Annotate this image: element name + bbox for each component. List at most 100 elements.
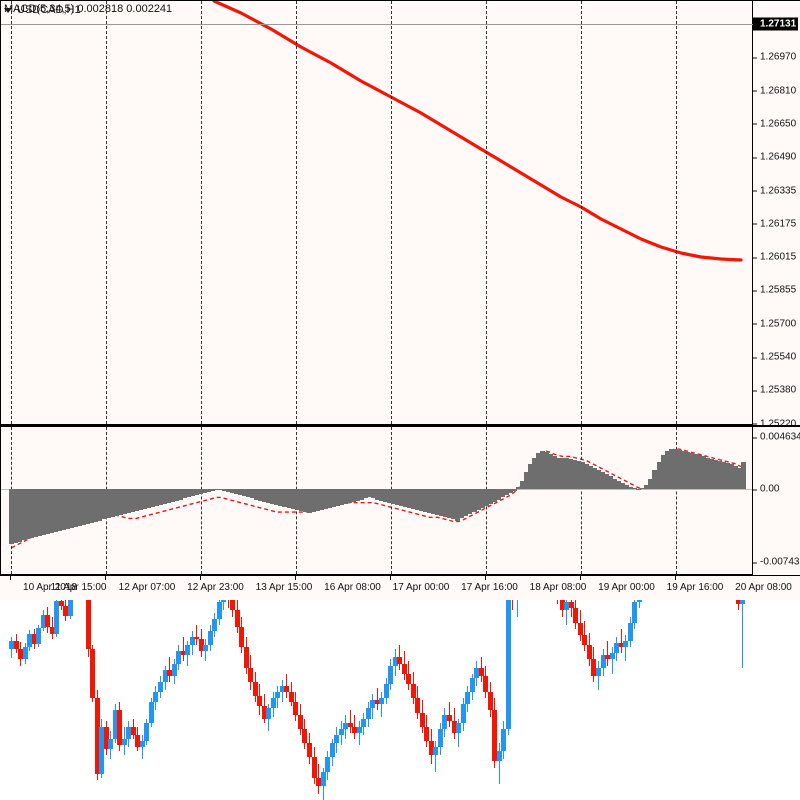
macd-bar (559, 457, 565, 489)
macd-bar (732, 465, 738, 489)
candle-wick (376, 688, 378, 711)
candle-body (388, 665, 394, 684)
macd-bar (210, 489, 216, 492)
macd-bar (133, 489, 139, 512)
macd-panel[interactable] (0, 425, 753, 575)
macd-bar (527, 463, 533, 489)
macd-bar (61, 489, 67, 530)
macd-bar (358, 489, 364, 500)
price-gridline-0 (11, 1, 12, 424)
symbol-label-bar[interactable]: USDCAD,H1 (4, 4, 81, 16)
macd-bar (45, 489, 51, 535)
candle-body (307, 743, 312, 758)
candle-body (121, 739, 127, 746)
macd-tick-1: 0.00 (753, 484, 779, 495)
candle-body (469, 677, 475, 693)
time-tickmark-7 (675, 576, 676, 580)
candle-body (257, 696, 263, 707)
macd-bar (194, 489, 199, 496)
macd-bar (169, 489, 175, 502)
macd-axis[interactable]: 0.004634 0.00 -0.00743 (752, 425, 800, 575)
macd-bar (322, 489, 328, 509)
macd-bar (366, 489, 372, 498)
macd-bar (9, 489, 14, 544)
macd-bar (475, 489, 481, 510)
price-chart-panel[interactable] (0, 0, 753, 800)
candle-body (139, 741, 145, 748)
chevron-down-icon[interactable] (4, 7, 12, 13)
macd-bar (77, 489, 83, 526)
macd-bar (302, 489, 308, 513)
macd-bar (97, 489, 103, 521)
macd-bar (85, 489, 91, 524)
macd-bar (298, 489, 304, 512)
time-tick-0: 10 Apr 2018 (23, 582, 77, 593)
time-tickmark-4 (390, 576, 391, 580)
macd-bar (511, 489, 517, 492)
candle-body (609, 653, 615, 660)
time-axis[interactable]: 10 Apr 2018 11 Apr 15:00 12 Apr 07:00 12 Ap… (0, 575, 800, 600)
candle-body (483, 675, 489, 693)
macd-bar (65, 489, 71, 529)
macd-bar (616, 480, 622, 489)
candle-body (252, 681, 258, 697)
macd-bar (290, 489, 296, 509)
macd-bar (692, 454, 698, 489)
candle-body (356, 726, 362, 733)
macd-bar (503, 489, 509, 496)
macd-bar (688, 453, 694, 489)
candle-body (297, 714, 303, 729)
candle-body (478, 667, 484, 676)
macd-bar (157, 489, 163, 505)
macd-bar (427, 489, 433, 514)
time-tickmark-6 (580, 576, 581, 580)
macd-bar (370, 489, 376, 499)
macd-gridline-2 (201, 427, 202, 574)
macd-bar (519, 480, 525, 489)
current-price-tag: 1.27131 (753, 17, 799, 31)
macd-bar (632, 487, 638, 489)
candle-body (325, 757, 331, 772)
time-tickmark-1 (105, 576, 106, 580)
macd-bar (354, 489, 360, 501)
candle-body (36, 627, 42, 645)
macd-bar (214, 489, 220, 491)
time-tick-4: 13 Apr 15:00 (255, 582, 313, 593)
macd-bar (608, 476, 614, 489)
macd-bar (137, 489, 143, 510)
macd-bar (314, 489, 320, 512)
macd-bar (73, 489, 79, 527)
candle-body (234, 610, 240, 627)
macd-bar (551, 456, 557, 489)
price-tick-5: 1.26335 (753, 185, 796, 196)
candle-body (501, 728, 507, 752)
price-axis[interactable]: 1.27131 1.26970 1.26810 1.26650 1.26490 1.263… (752, 0, 800, 429)
macd-bar (668, 449, 674, 489)
macd-bar (443, 489, 449, 518)
candle-body (627, 622, 633, 642)
macd-bar (728, 463, 734, 489)
price-gridline-2 (201, 1, 202, 424)
macd-bar (736, 468, 742, 489)
current-price-line (1, 24, 753, 25)
macd-bar (644, 484, 650, 489)
macd-bar (282, 489, 288, 507)
macd-bar (572, 459, 578, 489)
macd-gridline-7 (676, 427, 677, 574)
macd-bar (740, 461, 746, 489)
macd-bar (379, 489, 384, 501)
macd-bar (423, 489, 429, 513)
candle-body (13, 641, 19, 650)
candle-body (266, 708, 272, 719)
candle-body (185, 645, 191, 656)
macd-bar (463, 489, 469, 517)
macd-bar (660, 455, 666, 489)
macd-bar (712, 459, 718, 489)
price-tick-10: 1.25540 (753, 352, 796, 363)
macd-bar (258, 489, 264, 501)
macd-bar (628, 486, 634, 489)
macd-bar (234, 489, 240, 495)
macd-tick-0: 0.004634 (753, 432, 800, 443)
price-gridline-6 (581, 1, 582, 424)
macd-bar (555, 457, 561, 489)
